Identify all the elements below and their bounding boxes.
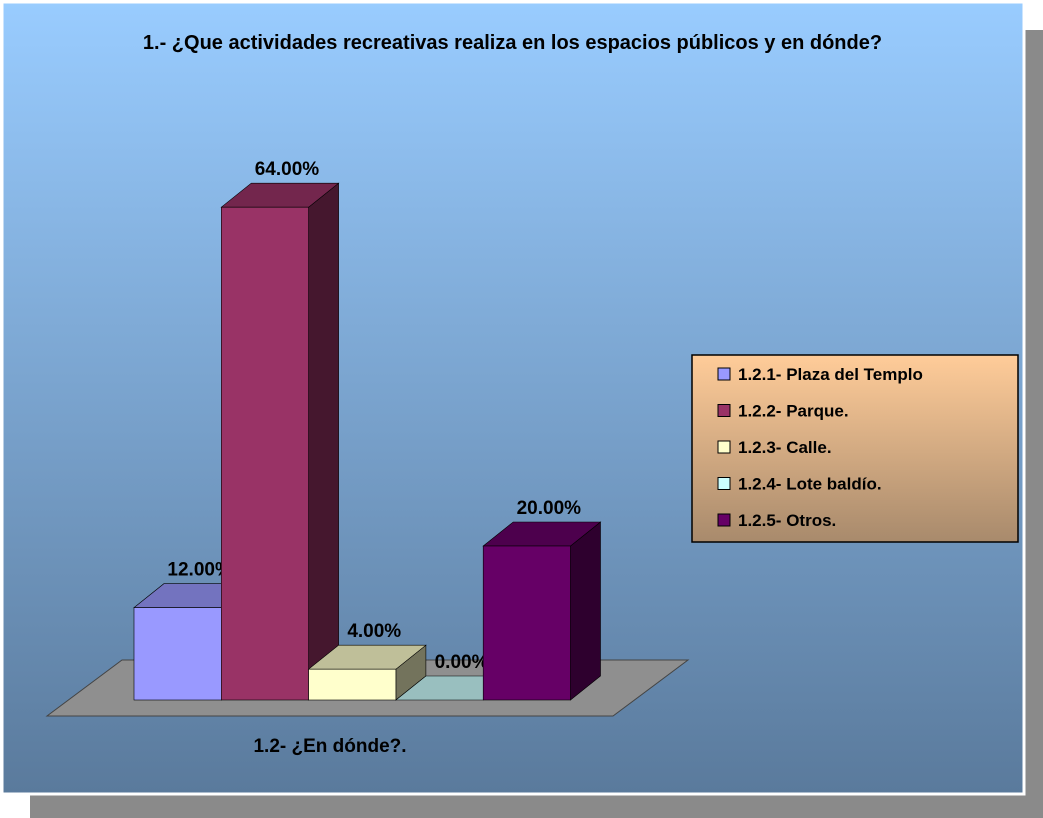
legend-swatch <box>717 404 731 417</box>
legend-swatch <box>717 440 731 454</box>
legend-swatch <box>717 367 731 381</box>
data-label: 4.00% <box>347 621 401 642</box>
legend-label: 1.2.2- Parque. <box>738 402 849 421</box>
legend <box>691 354 1019 543</box>
chart-title: 1.- ¿Que actividades recreativas realiza… <box>142 32 883 54</box>
legend-swatch <box>717 513 731 527</box>
bar <box>221 206 309 701</box>
data-label: 20.00% <box>517 498 582 519</box>
data-label: 12.00% <box>167 560 232 581</box>
legend-label: 1.2.5- Otros. <box>738 511 836 530</box>
legend-swatch <box>717 477 731 490</box>
legend-label: 1.2.1- Plaza del Templo <box>738 365 923 384</box>
legend-label: 1.2.4- Lote baldío. <box>738 475 882 494</box>
shadow <box>1025 30 1043 818</box>
x-axis-label: 1.2- ¿En dónde?. <box>253 736 406 757</box>
bar-side <box>570 521 601 701</box>
bar <box>482 545 571 701</box>
shadow <box>30 795 1043 818</box>
data-label: 0.00% <box>435 652 489 673</box>
bar <box>308 668 397 701</box>
bar <box>133 607 222 701</box>
bar-side <box>308 182 339 701</box>
legend-label: 1.2.3- Calle. <box>738 438 832 457</box>
data-label: 64.00% <box>255 159 320 180</box>
